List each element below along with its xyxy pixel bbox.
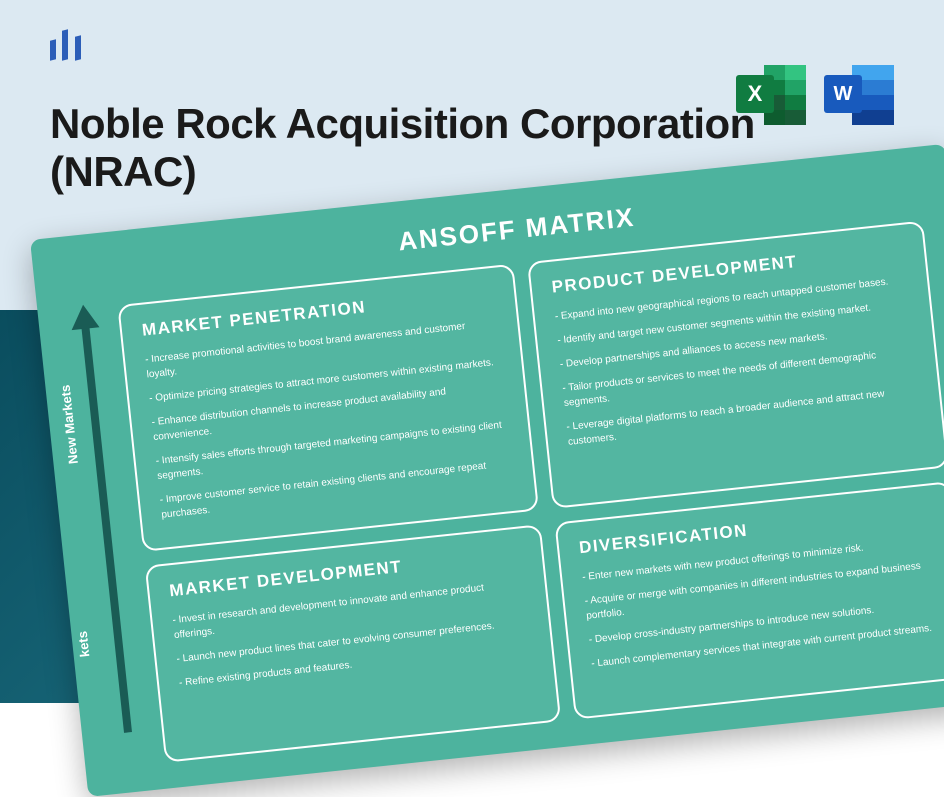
quadrant-product-development: PRODUCT DEVELOPMENT - Expand into new ge… — [527, 221, 944, 509]
word-badge-letter: W — [824, 75, 862, 113]
app-icons: X W — [736, 60, 894, 130]
quadrant-market-development: MARKET DEVELOPMENT - Invest in research … — [145, 524, 562, 763]
ansoff-matrix-card: New Markets kets ANSOFF MATRIX MARKET PE… — [30, 144, 944, 797]
quadrant-market-penetration: MARKET PENETRATION - Increase promotiona… — [117, 264, 539, 552]
excel-badge-letter: X — [736, 75, 774, 113]
word-icon[interactable]: W — [824, 60, 894, 130]
brand-logo — [50, 30, 83, 65]
quadrant-diversification: DIVERSIFICATION - Enter new markets with… — [554, 481, 944, 720]
axis-label-partial: kets — [75, 630, 93, 657]
matrix-grid: MARKET PENETRATION - Increase promotiona… — [117, 221, 944, 763]
excel-icon[interactable]: X — [736, 60, 806, 130]
